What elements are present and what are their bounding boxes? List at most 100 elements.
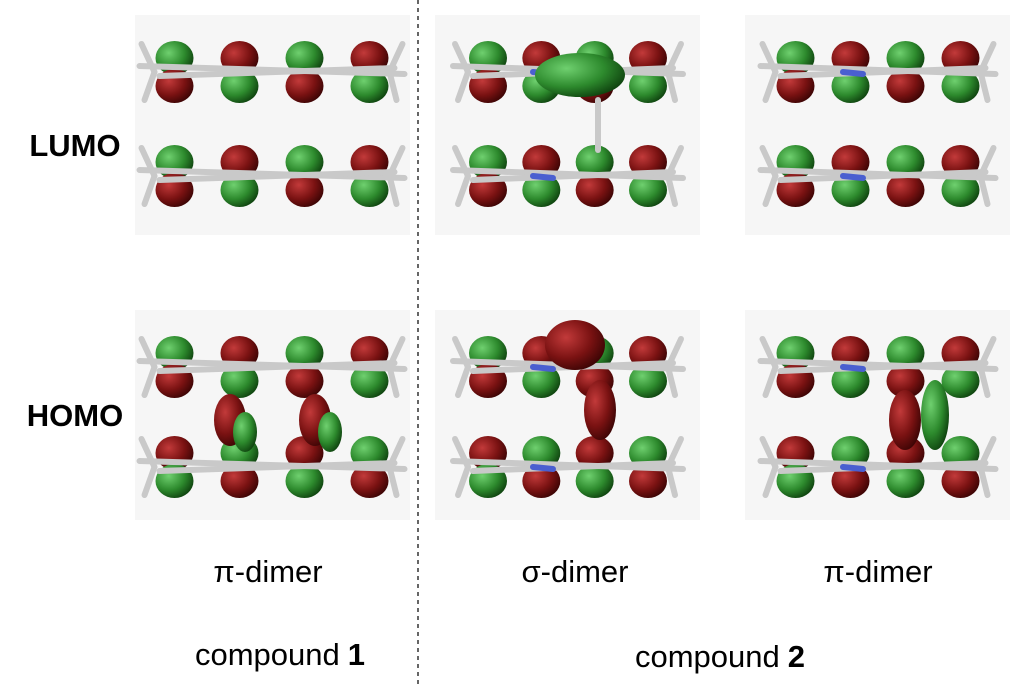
bond — [138, 145, 158, 179]
orbital-lobe — [522, 173, 561, 207]
orbital-lobe — [831, 69, 870, 103]
bond — [977, 145, 997, 179]
orbital-lobe — [575, 436, 614, 470]
bond — [386, 69, 400, 103]
orbital-lobe — [575, 464, 614, 498]
bond — [977, 41, 997, 75]
bond — [386, 145, 406, 179]
group-label: compound 2 — [635, 639, 805, 674]
bond — [386, 336, 406, 370]
orbital-lobe — [575, 173, 614, 207]
bond — [386, 436, 406, 470]
orbital-lobe — [941, 364, 980, 398]
orbital-lobe — [584, 380, 616, 440]
bond — [141, 464, 158, 498]
bond — [762, 464, 779, 498]
group-text: compound — [635, 639, 780, 674]
orbital-lobe — [220, 69, 259, 103]
orbital-lobe — [941, 173, 980, 207]
bond — [762, 69, 779, 103]
bond — [665, 436, 684, 470]
orbital-lobe — [285, 464, 324, 498]
orbital-lobe — [886, 69, 925, 103]
orbital-lobe — [629, 173, 667, 207]
bond — [452, 436, 471, 470]
bond — [777, 460, 989, 474]
orbital-lobe — [629, 69, 667, 103]
bond — [977, 173, 991, 207]
orbital-lobe — [285, 173, 324, 207]
bond — [759, 436, 779, 470]
orbital-lobe — [285, 364, 324, 398]
row-label: LUMO — [29, 128, 120, 163]
bond — [455, 173, 471, 207]
bond — [665, 69, 678, 103]
orbital-lobe — [220, 173, 259, 207]
orbital-lobe — [350, 364, 389, 398]
bond — [156, 169, 398, 183]
orbital-lobe — [886, 364, 925, 398]
group-text: compound — [195, 637, 340, 672]
bond — [665, 145, 684, 179]
bond — [840, 364, 866, 372]
column-label: π-dimer — [213, 554, 322, 589]
bond — [665, 464, 678, 498]
bond — [977, 69, 991, 103]
bond — [452, 336, 471, 370]
bond — [762, 364, 779, 398]
bond — [455, 364, 471, 398]
bond — [777, 360, 989, 374]
bond — [665, 364, 678, 398]
bond — [141, 173, 158, 207]
bond — [452, 41, 471, 75]
orbital-lobe — [285, 69, 324, 103]
bond — [977, 464, 991, 498]
bond — [156, 460, 398, 474]
bond — [470, 460, 676, 474]
orbital-lobe — [886, 145, 925, 179]
bond — [530, 464, 556, 472]
bond — [762, 173, 779, 207]
orbital-lobe — [941, 69, 980, 103]
bond — [977, 436, 997, 470]
bond — [759, 145, 779, 179]
bond — [759, 41, 779, 75]
bond — [665, 336, 684, 370]
bond — [777, 65, 989, 79]
orbital-lobe — [350, 69, 389, 103]
bond — [156, 65, 398, 79]
bond — [138, 336, 158, 370]
orbital-lobe — [350, 173, 389, 207]
bond — [455, 464, 471, 498]
group-label: compound 1 — [195, 637, 365, 672]
bond — [455, 69, 471, 103]
orbital-lobe — [575, 145, 614, 179]
orbital-lobe — [629, 364, 667, 398]
bond — [840, 69, 866, 77]
orbital-lobe — [350, 464, 389, 498]
group-number: 2 — [788, 639, 805, 674]
bond — [156, 360, 398, 374]
row-label: HOMO — [27, 398, 123, 433]
column-label: π-dimer — [823, 554, 932, 589]
bond — [759, 336, 779, 370]
bond — [138, 41, 158, 75]
bond — [386, 173, 400, 207]
orbital-lobe — [886, 173, 925, 207]
bond — [665, 173, 678, 207]
orbital-lobe — [831, 464, 870, 498]
orbital-lobe — [522, 364, 561, 398]
orbital-lobe — [889, 390, 921, 450]
orbital-lobe — [831, 173, 870, 207]
orbital-lobe — [285, 145, 324, 179]
orbital-lobe — [522, 464, 561, 498]
bond — [840, 464, 866, 472]
bond — [470, 169, 676, 183]
orbital-lobe — [285, 336, 324, 370]
orbital-lobe — [886, 41, 925, 75]
bond — [530, 173, 556, 181]
bond — [977, 364, 991, 398]
orbital-lobe — [545, 320, 605, 370]
bond — [977, 336, 997, 370]
